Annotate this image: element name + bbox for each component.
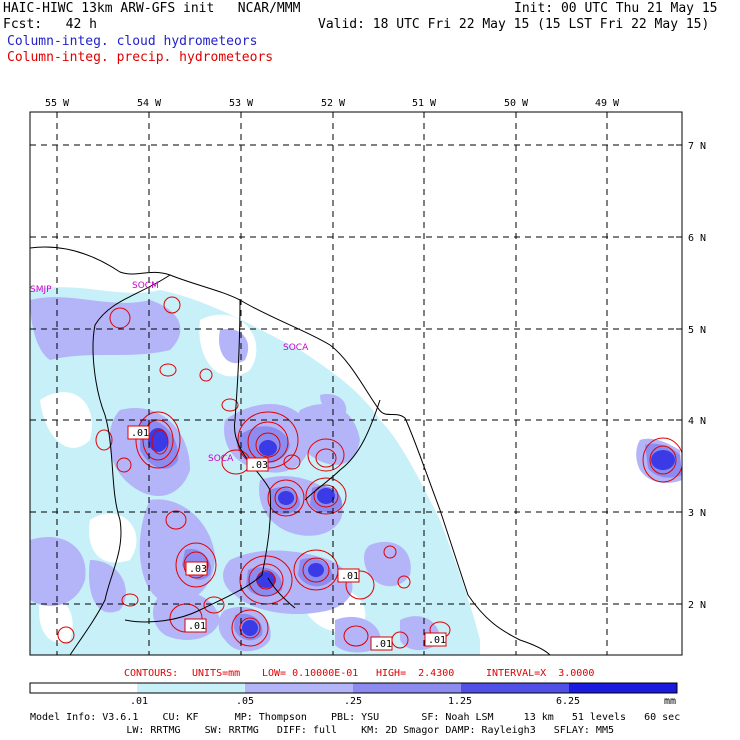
legend-cloud: Column-integ. cloud hydrometeors <box>7 34 258 49</box>
contour-label: .01 <box>374 639 392 650</box>
model-info-line2: LW: RRTMG SW: RRTMG DIFF: full KM: 2D Sm… <box>30 725 614 736</box>
colorbar <box>29 682 678 694</box>
lat-label: 5 N <box>688 325 706 336</box>
lat-label: 6 N <box>688 233 706 244</box>
axis-ticks <box>56 112 682 605</box>
contour-label: .01 <box>428 635 446 646</box>
lat-label: 4 N <box>688 416 706 427</box>
contour-label: .01 <box>341 571 359 582</box>
contours-units: UNITS=mm <box>192 668 241 679</box>
map-frame <box>29 111 683 656</box>
header-init: Init: 00 UTC Thu 21 May 15 <box>514 1 718 16</box>
colorbar-tick: .05 <box>236 696 254 707</box>
colorbar-tick: .01 <box>130 696 148 707</box>
coastline <box>29 246 551 656</box>
contour-label: .03 <box>250 460 268 471</box>
lon-label: 55 W <box>45 98 70 109</box>
colorbar-tick: 1.25 <box>448 696 472 707</box>
precip-contours <box>57 296 682 649</box>
model-info-line1: Model Info: V3.6.1 CU: KF MP: Thompson P… <box>30 712 681 723</box>
colorbar-tick: 6.25 <box>556 696 580 707</box>
lon-label: 49 W <box>595 98 620 109</box>
contours-label: CONTOURS: <box>124 668 179 679</box>
graticule <box>30 112 682 655</box>
lon-label: 51 W <box>412 98 437 109</box>
station-label: SOCA <box>283 343 309 353</box>
lon-label: 50 W <box>504 98 529 109</box>
station-label: SOCA <box>208 454 234 464</box>
header-valid: Valid: 18 UTC Fri 22 May 15 (15 LST Fri … <box>318 17 710 32</box>
contour-label: .01 <box>188 621 206 632</box>
colorbar-tick: .25 <box>344 696 362 707</box>
lon-label: 53 W <box>229 98 254 109</box>
contour-label: .03 <box>189 564 207 575</box>
lon-label: 52 W <box>321 98 346 109</box>
station-label: SMJP <box>30 285 52 295</box>
header-forecast: Fcst: 42 h <box>3 17 97 32</box>
lat-label: 7 N <box>688 141 706 152</box>
station-label: SOCM <box>132 281 159 291</box>
contour-label: .01 <box>131 428 149 439</box>
colorbar-unit: mm <box>664 696 676 707</box>
cloud-field-core <box>148 428 675 636</box>
contours-low: LOW= 0.10000E-01 <box>262 668 359 679</box>
header-title: HAIC-HIWC 13km ARW-GFS init NCAR/MMM <box>3 1 301 16</box>
lon-label: 54 W <box>137 98 162 109</box>
lat-label: 3 N <box>688 508 706 519</box>
legend-precip: Column-integ. precip. hydrometeors <box>7 50 274 65</box>
lat-label: 2 N <box>688 600 706 611</box>
contours-high: HIGH= 2.4300 <box>376 668 455 679</box>
contours-interval: INTERVAL=X 3.0000 <box>486 668 595 679</box>
